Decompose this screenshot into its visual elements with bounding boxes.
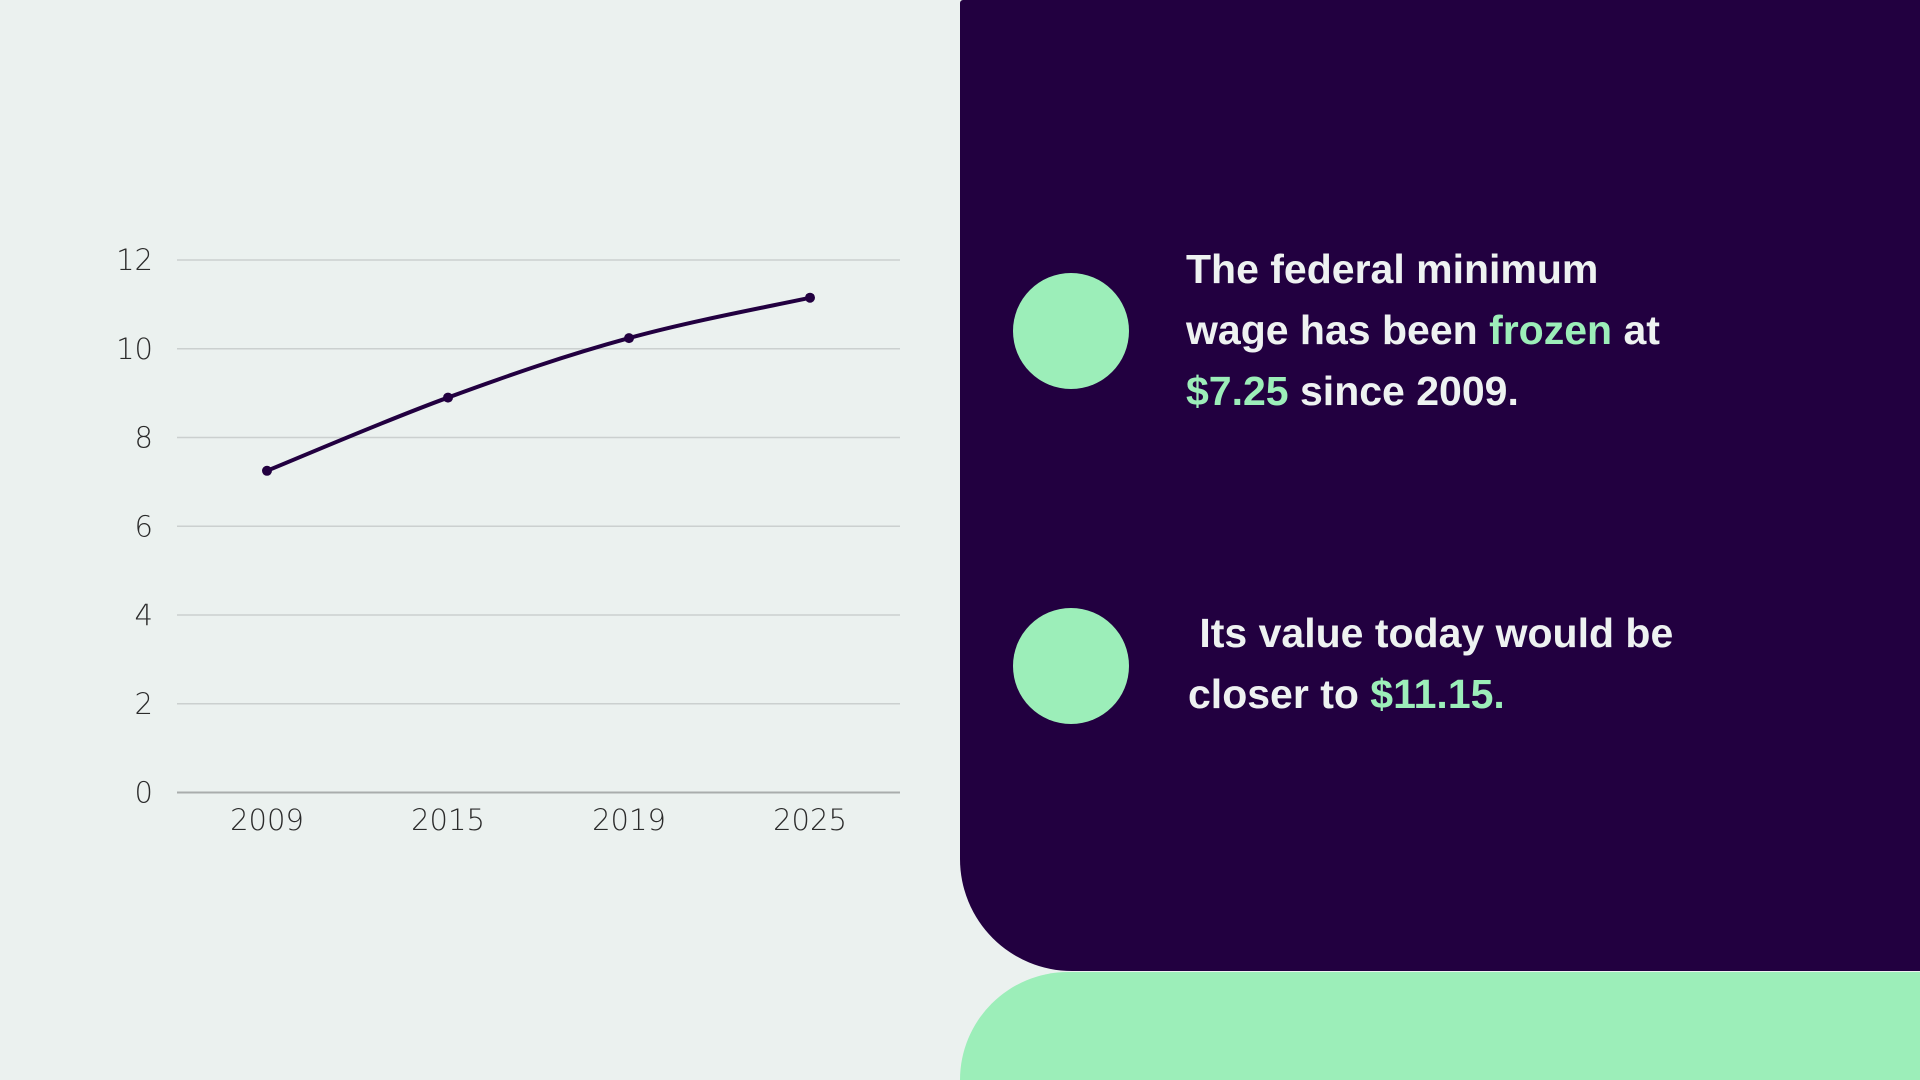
circle-bullet-icon (1013, 608, 1129, 724)
data-point-2025 (805, 292, 815, 303)
data-point-2009 (262, 465, 272, 476)
gridlines (177, 259, 900, 794)
fact-text-span: since 2009. (1288, 368, 1519, 414)
y-tick-label: 0 (135, 776, 153, 810)
fact-line: The federal minimum (1186, 239, 1660, 300)
y-tick-label: 4 (135, 598, 153, 632)
y-tick-label: 12 (116, 243, 153, 277)
x-tick-label: 2015 (411, 803, 485, 837)
fact-line: closer to $11.15. (1188, 664, 1673, 725)
data-series (262, 292, 815, 476)
highlight-current-wage: $7.25 (1186, 368, 1289, 414)
circle-bullet-icon (1013, 273, 1129, 389)
x-tick-label: 2009 (230, 803, 304, 837)
x-tick-label: 2019 (592, 803, 666, 837)
fact-text-adjusted-value: Its value today would be closer to $11.1… (1188, 603, 1673, 725)
green-accent-panel (960, 972, 1920, 1080)
fact-text-frozen-wage: The federal minimum wage has been frozen… (1186, 239, 1660, 422)
fact-text-span: Its value today would be (1188, 610, 1674, 656)
y-tick-label: 2 (135, 687, 153, 721)
y-tick-label: 6 (135, 509, 153, 543)
x-axis-tick-labels: 2009 2015 2019 2025 (230, 803, 847, 837)
fact-text-span: at (1612, 307, 1660, 353)
fact-line: $7.25 since 2009. (1186, 361, 1660, 422)
dark-info-panel (960, 0, 1920, 971)
fact-text-span: The federal minimum (1186, 246, 1599, 292)
series-line (265, 295, 812, 473)
x-tick-label: 2025 (773, 803, 847, 837)
y-tick-label: 8 (135, 421, 153, 455)
y-axis-tick-labels: 0 2 4 6 8 10 12 (116, 243, 153, 810)
y-tick-label: 10 (116, 332, 153, 366)
fact-line: wage has been frozen at (1186, 300, 1660, 361)
data-point-2019 (624, 333, 634, 344)
fact-line: Its value today would be (1188, 603, 1673, 664)
highlight-frozen: frozen (1489, 307, 1613, 353)
fact-text-span: closer to (1188, 671, 1371, 717)
fact-text-span: wage has been (1186, 307, 1490, 353)
line-chart: 0 2 4 6 8 10 12 2009 2015 2019 2025 (116, 243, 900, 837)
data-point-2015 (443, 392, 453, 403)
highlight-adjusted-wage: $11.15. (1370, 671, 1505, 717)
